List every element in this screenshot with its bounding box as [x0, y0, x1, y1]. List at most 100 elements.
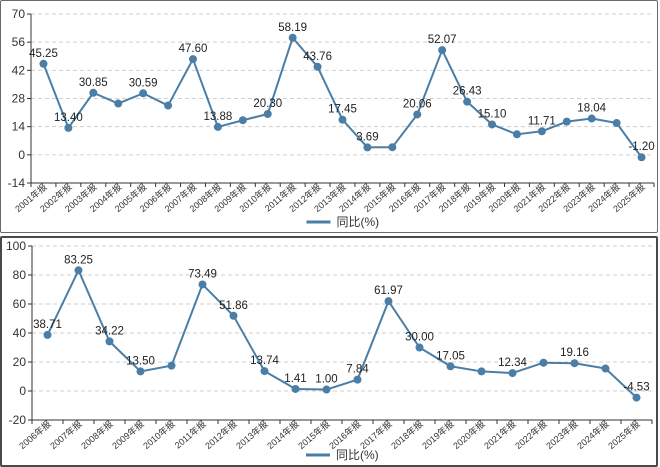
- data-label: 13.40: [54, 112, 83, 124]
- data-point[interactable]: [291, 384, 300, 393]
- chart-panel-bottom: 100 80 60 40 20 0 -20 2006年报 2007年报 2008年报 2009年报 2…: [0, 236, 658, 467]
- data-label: 26.43: [453, 86, 482, 98]
- data-point[interactable]: [601, 364, 610, 373]
- data-label: 1.41: [284, 373, 306, 385]
- y-tick-label: 100: [6, 239, 26, 253]
- data-point[interactable]: [188, 55, 197, 64]
- data-label: 13.50: [126, 355, 155, 367]
- y-tick-label: 70: [12, 7, 26, 21]
- data-point[interactable]: [322, 385, 331, 394]
- data-label: 17.45: [328, 104, 357, 116]
- data-point[interactable]: [139, 89, 148, 98]
- data-point[interactable]: [587, 114, 596, 123]
- y-tick-label: 20: [13, 355, 27, 369]
- x-tick-label: 2011年报: [172, 418, 208, 450]
- legend-label[interactable]: 同比(%): [337, 215, 380, 229]
- data-point[interactable]: [213, 122, 222, 131]
- data-label: 18.04: [577, 103, 606, 115]
- y-tick-label: 60: [13, 297, 27, 311]
- data-point[interactable]: [353, 375, 362, 384]
- data-point[interactable]: [477, 367, 486, 376]
- line-chart-bottom: 100806040200-202006年报2007年报2008年报2009年报2…: [6, 239, 653, 462]
- x-tick-label: 2010年报: [141, 418, 177, 451]
- y-tick-label: 56: [12, 35, 26, 49]
- data-point[interactable]: [89, 88, 98, 97]
- y-tick-label: -20: [9, 413, 27, 427]
- data-point[interactable]: [136, 367, 145, 376]
- data-point[interactable]: [415, 343, 424, 352]
- data-point[interactable]: [74, 266, 83, 275]
- data-label: 58.19: [278, 22, 307, 34]
- x-tick-label: 2013年报: [234, 418, 270, 451]
- data-point[interactable]: [570, 359, 579, 368]
- y-tick-label: -14: [8, 176, 26, 190]
- x-tick-label: 2014年报: [265, 418, 301, 451]
- data-label: 83.25: [64, 254, 93, 266]
- data-point[interactable]: [260, 367, 269, 376]
- data-point[interactable]: [446, 362, 455, 371]
- data-point[interactable]: [198, 280, 207, 289]
- data-label: 73.49: [188, 268, 217, 280]
- legend-label[interactable]: 同比(%): [336, 448, 379, 462]
- data-point[interactable]: [167, 361, 176, 370]
- chart-panel-top: 70 56 42 28 14 0 -14 2001年报 2002年报 2003年报 2004年报 20…: [0, 0, 658, 233]
- data-point[interactable]: [313, 62, 322, 71]
- x-tick-label: 2019年报: [420, 418, 456, 451]
- data-label: 38.71: [33, 319, 62, 331]
- y-tick-label: 0: [19, 384, 26, 398]
- data-point[interactable]: [508, 369, 517, 378]
- data-label: 11.71: [528, 115, 556, 127]
- y-tick-label: 14: [12, 120, 26, 134]
- data-point[interactable]: [43, 330, 52, 339]
- y-tick-label: 0: [18, 148, 25, 162]
- data-point[interactable]: [488, 120, 497, 129]
- data-label: 13.74: [250, 355, 279, 367]
- data-label: 15.10: [478, 108, 507, 120]
- data-point[interactable]: [39, 59, 48, 68]
- data-point[interactable]: [413, 110, 422, 119]
- data-point[interactable]: [562, 117, 571, 126]
- data-label: -1.20: [628, 141, 654, 153]
- data-label: 20.30: [253, 98, 282, 110]
- x-tick-label: 2012年报: [203, 418, 239, 451]
- data-label: 19.16: [560, 347, 589, 359]
- x-tick-label: 2023年报: [544, 418, 580, 451]
- data-label: 3.69: [356, 131, 378, 143]
- data-label: 13.88: [204, 111, 233, 123]
- data-point[interactable]: [463, 97, 472, 106]
- data-point[interactable]: [438, 46, 447, 55]
- data-label: 30.00: [405, 332, 434, 344]
- x-tick-label: 2007年报: [48, 418, 84, 451]
- data-label: 30.59: [129, 77, 158, 89]
- x-tick-label: 2017年报: [358, 418, 394, 451]
- series-line: [42, 36, 643, 158]
- data-point[interactable]: [388, 143, 397, 152]
- data-point[interactable]: [105, 337, 114, 346]
- data-point[interactable]: [229, 311, 238, 320]
- data-label: 45.25: [29, 48, 58, 60]
- data-point[interactable]: [64, 123, 73, 132]
- data-label: 20.06: [403, 98, 432, 110]
- data-point[interactable]: [164, 101, 173, 110]
- line-chart-top: 70564228140-142001年报2002年报2003年报2004年报20…: [8, 7, 655, 229]
- data-point[interactable]: [363, 143, 372, 152]
- x-tick-label: 2020年报: [451, 418, 487, 451]
- y-tick-label: 42: [12, 63, 26, 77]
- series-line: [46, 269, 638, 399]
- data-point[interactable]: [384, 297, 393, 306]
- y-tick-label: 28: [12, 92, 26, 106]
- data-point[interactable]: [288, 33, 297, 42]
- data-point[interactable]: [539, 358, 548, 367]
- data-point[interactable]: [512, 130, 521, 139]
- y-tick-label: 40: [13, 326, 27, 340]
- data-point[interactable]: [632, 393, 641, 402]
- data-point[interactable]: [263, 109, 272, 118]
- data-point[interactable]: [612, 119, 621, 128]
- x-tick-label: 2018年报: [389, 418, 425, 451]
- data-point[interactable]: [637, 153, 646, 162]
- data-point[interactable]: [537, 127, 546, 136]
- data-point[interactable]: [114, 99, 123, 108]
- data-point[interactable]: [338, 115, 347, 124]
- data-point[interactable]: [238, 116, 247, 125]
- x-tick-label: 2022年报: [513, 418, 549, 451]
